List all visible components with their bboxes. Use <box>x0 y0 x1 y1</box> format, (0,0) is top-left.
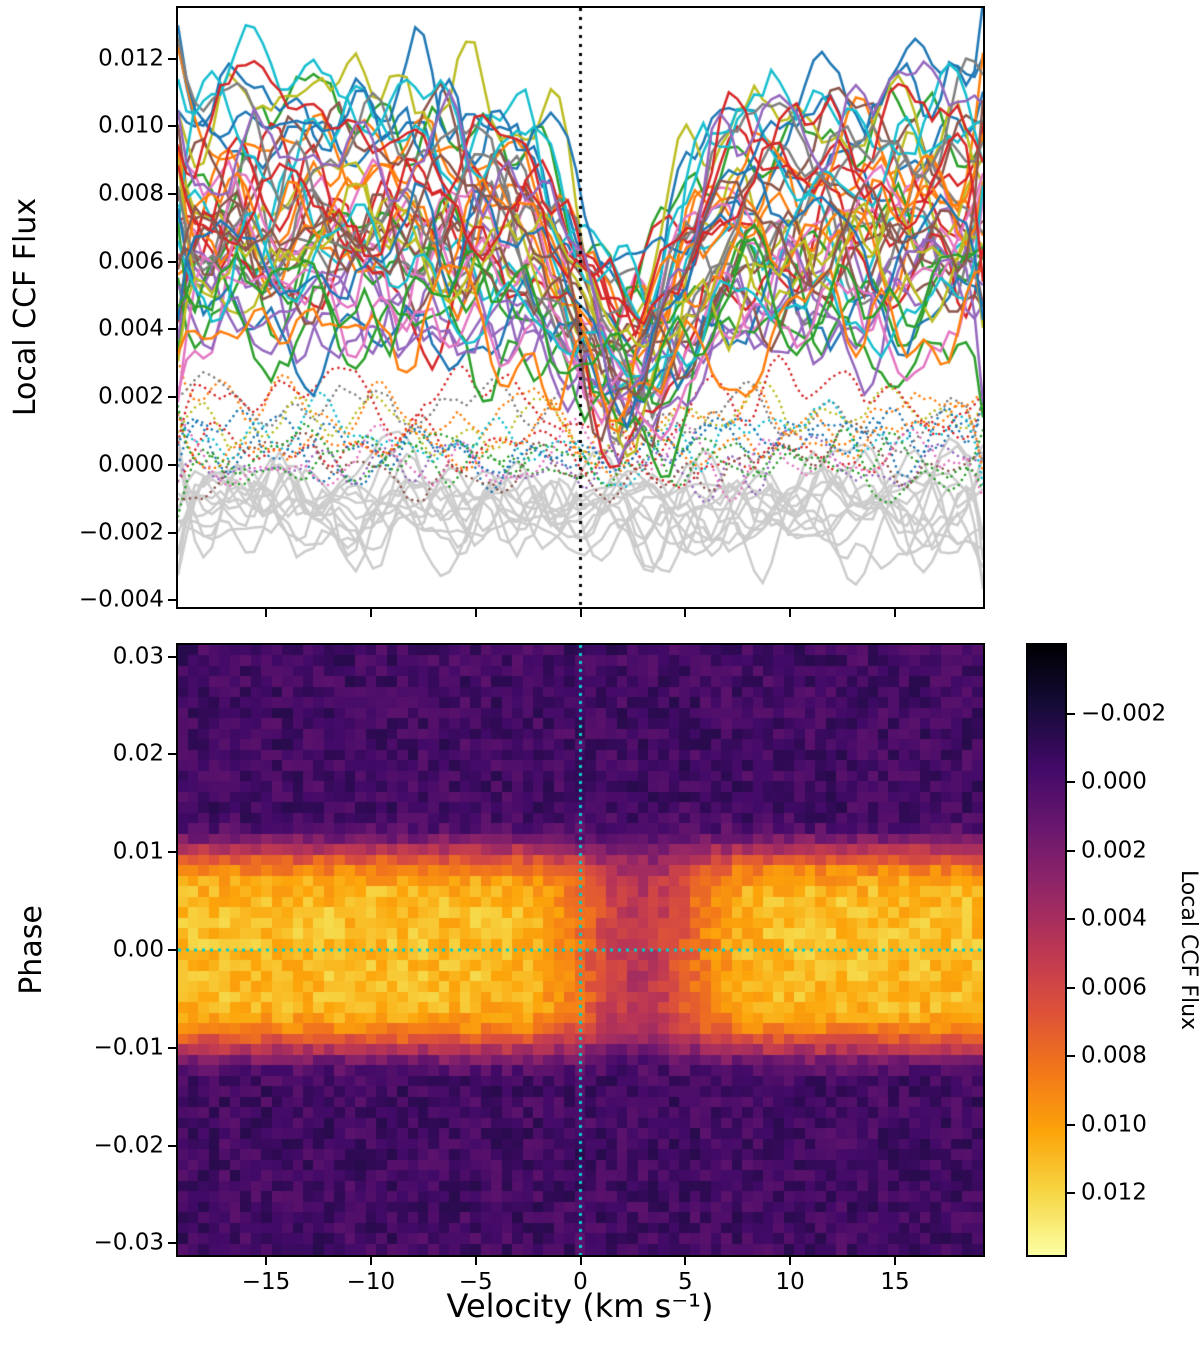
bottom-y-tick-label: 0.02 <box>112 740 164 767</box>
tick-mark <box>168 753 176 756</box>
tick-mark <box>1067 1192 1075 1195</box>
tick-mark <box>1067 849 1075 852</box>
tick-mark <box>369 609 372 617</box>
x-axis-label: Velocity (km s⁻¹) <box>446 1287 714 1325</box>
top-y-tick-label: 0.012 <box>98 45 164 72</box>
tick-mark <box>789 609 792 617</box>
top-y-tick-label: 0.010 <box>98 112 164 139</box>
bottom-y-tick-label: −0.02 <box>93 1132 164 1158</box>
tick-mark <box>168 396 176 399</box>
tick-mark <box>893 1257 896 1265</box>
x-tick-label: 15 <box>880 1269 910 1295</box>
tick-mark <box>265 609 268 617</box>
tick-mark <box>168 949 176 951</box>
tick-mark <box>1067 918 1075 921</box>
tick-mark <box>265 1257 268 1265</box>
top-y-tick-label: 0.000 <box>98 451 164 478</box>
colorbar-label: Local CCF Flux <box>1176 869 1200 1031</box>
colorbar-tick-label: 0.012 <box>1081 1179 1147 1206</box>
x-tick-label: −15 <box>241 1269 291 1295</box>
tick-mark <box>1067 1123 1075 1126</box>
tick-mark <box>168 1144 176 1147</box>
tick-mark <box>1067 781 1075 784</box>
top-y-axis-label: Local CCF Flux <box>8 197 43 417</box>
phase-velocity-heatmap-canvas <box>176 643 985 1257</box>
bottom-y-tick-label: −0.01 <box>93 1034 164 1061</box>
bottom-y-tick-label: 0.03 <box>112 643 164 670</box>
tick-mark <box>789 1257 792 1265</box>
top-y-tick-label: −0.002 <box>78 519 164 546</box>
bottom-y-axis-label: Phase <box>14 905 49 995</box>
tick-mark <box>168 463 176 466</box>
colorbar-tick-label: 0.008 <box>1081 1042 1147 1069</box>
tick-mark <box>474 1257 477 1265</box>
tick-mark <box>168 260 176 263</box>
top-y-tick-label: −0.004 <box>78 586 164 613</box>
ccf-line-plot-canvas <box>176 6 985 609</box>
top-y-tick-label: 0.002 <box>98 383 164 410</box>
x-tick-label: −5 <box>458 1269 493 1295</box>
tick-mark <box>168 57 176 60</box>
x-tick-label: 0 <box>573 1269 588 1295</box>
colorbar-canvas <box>1026 643 1067 1257</box>
x-tick-label: 5 <box>677 1269 693 1295</box>
tick-mark <box>474 609 477 617</box>
tick-mark <box>168 193 176 196</box>
tick-mark <box>168 328 176 331</box>
bottom-y-tick-label: −0.03 <box>93 1229 164 1256</box>
colorbar-tick-label: 0.010 <box>1081 1111 1147 1138</box>
top-y-tick-label: 0.006 <box>98 248 164 275</box>
tick-mark <box>579 1257 582 1265</box>
colorbar-tick-label: −0.002 <box>1081 700 1167 727</box>
tick-mark <box>168 1046 176 1049</box>
tick-mark <box>1067 1055 1075 1058</box>
tick-mark <box>168 851 176 854</box>
bottom-y-tick-label: 0.00 <box>112 936 164 963</box>
x-tick-label: 10 <box>775 1269 805 1295</box>
tick-mark <box>168 1242 176 1245</box>
tick-mark <box>168 531 176 534</box>
tick-mark <box>684 609 687 617</box>
tick-mark <box>168 655 176 658</box>
colorbar-tick-label: 0.006 <box>1081 974 1147 1001</box>
tick-mark <box>684 1257 687 1265</box>
bottom-y-tick-label: 0.01 <box>112 838 164 865</box>
tick-mark <box>369 1257 372 1265</box>
colorbar-tick-label: 0.004 <box>1081 905 1147 932</box>
top-y-tick-label: 0.008 <box>98 180 164 207</box>
colorbar-tick-label: 0.000 <box>1081 768 1147 795</box>
x-tick-label: −10 <box>346 1269 396 1295</box>
colorbar-tick-label: 0.002 <box>1081 837 1147 864</box>
tick-mark <box>1067 712 1075 715</box>
tick-mark <box>893 609 896 617</box>
tick-mark <box>168 125 176 128</box>
top-y-tick-label: 0.004 <box>98 315 164 342</box>
tick-mark <box>1067 986 1075 989</box>
tick-mark <box>579 609 582 617</box>
tick-mark <box>168 599 176 602</box>
